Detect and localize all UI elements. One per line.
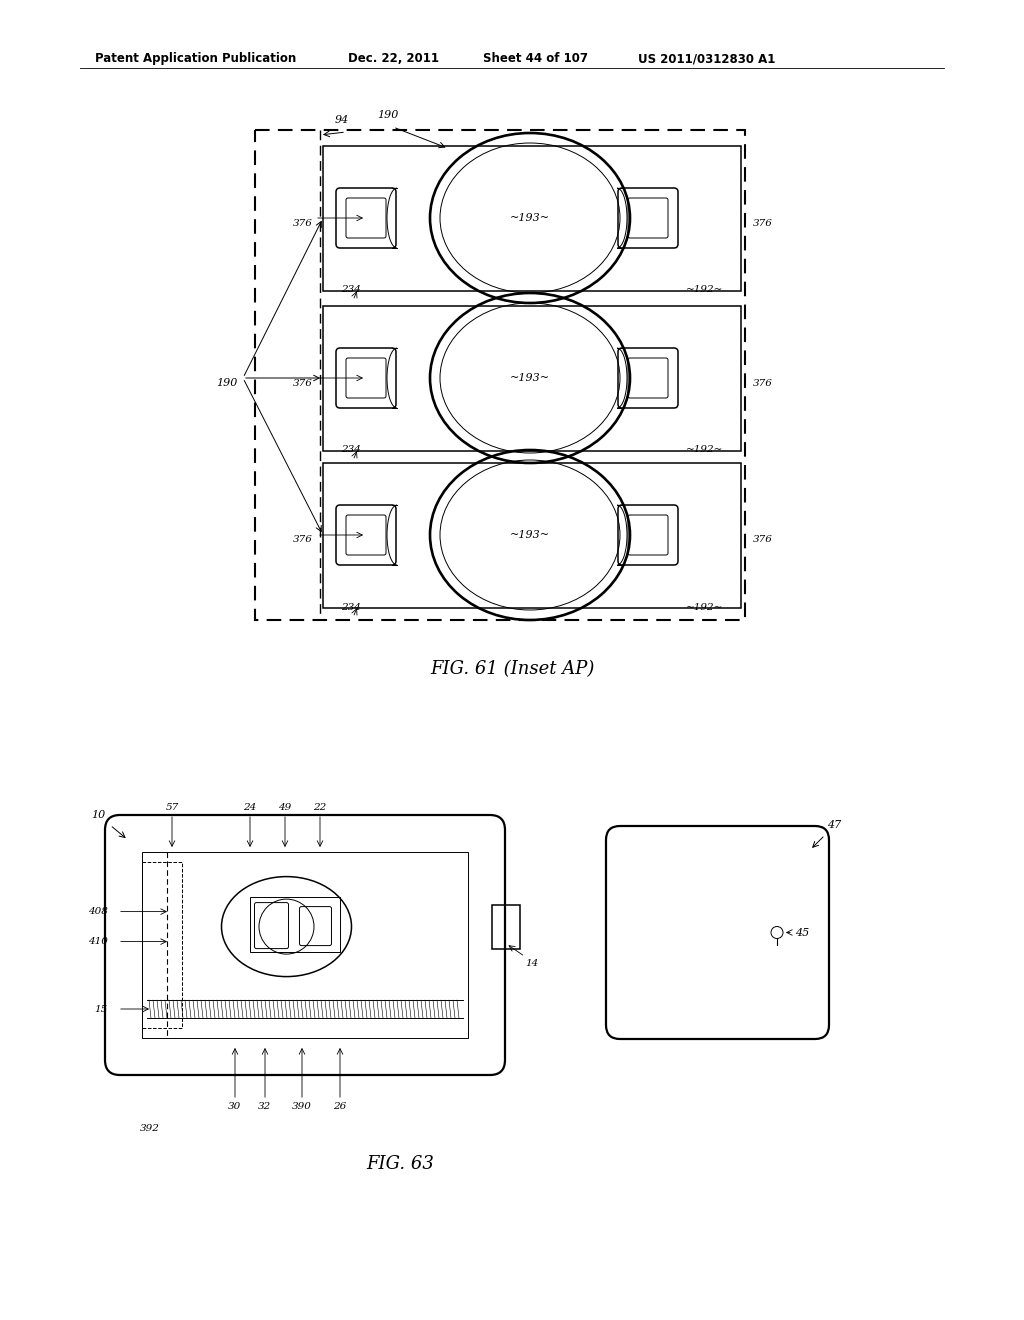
Text: Patent Application Publication: Patent Application Publication bbox=[95, 51, 296, 65]
Bar bbox=[142, 851, 468, 1038]
Text: 14: 14 bbox=[525, 958, 539, 968]
Text: 376: 376 bbox=[753, 536, 773, 544]
Text: 45: 45 bbox=[795, 928, 809, 937]
Text: ~192~: ~192~ bbox=[686, 446, 723, 454]
Text: 47: 47 bbox=[827, 820, 842, 830]
Bar bbox=[323, 145, 741, 290]
Text: 392: 392 bbox=[140, 1125, 160, 1133]
Text: 15: 15 bbox=[95, 1005, 108, 1014]
Text: 234: 234 bbox=[341, 602, 360, 611]
Bar bbox=[250, 896, 340, 952]
Text: 30: 30 bbox=[228, 1102, 242, 1111]
Text: 376: 376 bbox=[293, 379, 313, 388]
Text: 234: 234 bbox=[341, 446, 360, 454]
Text: 94: 94 bbox=[335, 115, 349, 125]
Text: 24: 24 bbox=[244, 803, 257, 812]
Text: 408: 408 bbox=[88, 907, 108, 916]
Text: 390: 390 bbox=[292, 1102, 312, 1111]
Bar bbox=[492, 904, 520, 949]
Text: ~192~: ~192~ bbox=[686, 602, 723, 611]
Text: Sheet 44 of 107: Sheet 44 of 107 bbox=[483, 51, 588, 65]
Text: 376: 376 bbox=[293, 219, 313, 227]
Text: 410: 410 bbox=[88, 937, 108, 946]
Text: ~192~: ~192~ bbox=[686, 285, 723, 294]
Text: 49: 49 bbox=[279, 803, 292, 812]
Bar bbox=[323, 462, 741, 607]
Bar bbox=[255, 129, 745, 620]
Text: 190: 190 bbox=[217, 378, 238, 388]
Text: 190: 190 bbox=[377, 110, 398, 120]
Text: 234: 234 bbox=[341, 285, 360, 294]
Text: FIG. 63: FIG. 63 bbox=[366, 1155, 434, 1173]
Text: 22: 22 bbox=[313, 803, 327, 812]
Text: Dec. 22, 2011: Dec. 22, 2011 bbox=[348, 51, 439, 65]
Text: ~193~: ~193~ bbox=[510, 213, 550, 223]
Text: ~193~: ~193~ bbox=[510, 374, 550, 383]
Bar bbox=[142, 862, 182, 1028]
Text: FIG. 61 (Inset AP): FIG. 61 (Inset AP) bbox=[430, 660, 594, 678]
Text: US 2011/0312830 A1: US 2011/0312830 A1 bbox=[638, 51, 775, 65]
Text: ~193~: ~193~ bbox=[510, 531, 550, 540]
Bar bbox=[323, 305, 741, 450]
Text: 376: 376 bbox=[293, 536, 313, 544]
Text: 376: 376 bbox=[753, 219, 773, 227]
Text: 376: 376 bbox=[753, 379, 773, 388]
Text: 10: 10 bbox=[91, 810, 105, 820]
Text: 26: 26 bbox=[334, 1102, 347, 1111]
Text: 32: 32 bbox=[258, 1102, 271, 1111]
Text: 57: 57 bbox=[165, 803, 178, 812]
